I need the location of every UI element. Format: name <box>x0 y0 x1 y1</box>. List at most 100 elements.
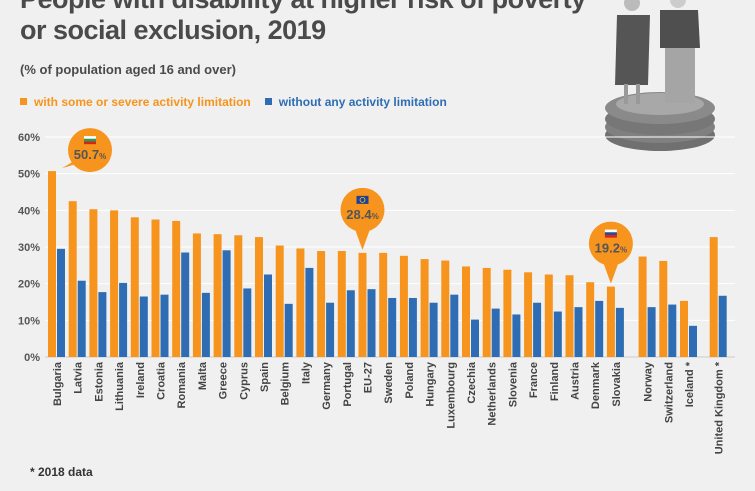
bar-blue <box>408 297 417 357</box>
bar-blue <box>326 302 335 357</box>
x-axis-label: United Kingdom * <box>714 361 726 454</box>
x-axis-label: Malta <box>197 361 209 390</box>
bar-blue <box>77 280 86 357</box>
bar-blue <box>284 303 293 357</box>
bar-blue <box>201 292 210 357</box>
bar-blue <box>533 302 542 357</box>
bar-blue <box>647 307 656 357</box>
y-tick-label: 10% <box>18 315 40 327</box>
bar-blue <box>553 311 562 357</box>
legend-item-with-limitation: with some or severe activity limitation <box>20 95 251 109</box>
bar-blue <box>450 294 459 357</box>
x-axis-label: EU-27 <box>363 362 375 393</box>
bar-orange <box>255 237 263 357</box>
bar-blue <box>139 296 148 357</box>
x-axis-label: Lithuania <box>114 361 126 411</box>
bar-blue <box>471 319 479 357</box>
x-axis-labels: Bulgaria Latvia Estonia Lithuania Ireland Cro… <box>52 361 726 454</box>
flag-stripe <box>84 141 96 145</box>
flag-stripe <box>604 235 617 238</box>
bulgaria-flag <box>84 136 96 145</box>
bar-blue <box>98 292 107 357</box>
x-axis-label: Bulgaria <box>52 361 64 406</box>
bar-orange <box>192 233 201 357</box>
bar-blue <box>346 290 355 357</box>
callout-bubble <box>588 221 633 266</box>
bar-blue <box>574 307 583 357</box>
callout-eu: 28.4% <box>340 187 385 250</box>
flag-stripe <box>604 232 617 235</box>
bar-blue <box>160 294 169 357</box>
bar-orange <box>68 201 77 357</box>
y-tick-label: 0% <box>24 352 40 364</box>
callouts: 50.7% 28.4% 19.2% <box>62 128 633 284</box>
bar-orange <box>234 235 243 357</box>
x-axis-label: Sweden <box>383 362 395 404</box>
bar-orange <box>379 252 388 357</box>
x-axis-label: Czechia <box>466 361 478 403</box>
flag-stars <box>359 196 366 203</box>
bar-orange <box>462 266 470 357</box>
bar-blue <box>367 289 376 357</box>
x-axis-label: Cyprus <box>238 362 250 400</box>
bar-blue <box>264 274 272 357</box>
y-tick-label: 60% <box>18 132 40 144</box>
bar-orange <box>586 282 595 357</box>
x-axis-label: Switzerland <box>663 362 675 423</box>
callout-pointer <box>62 154 86 169</box>
bar-blue <box>57 248 65 357</box>
bar-orange <box>337 251 346 357</box>
flag-field <box>356 195 369 204</box>
bar-blue <box>512 314 521 357</box>
bar-blue <box>305 267 314 357</box>
bar-blue <box>595 300 604 357</box>
bar-blue <box>388 297 397 357</box>
y-tick-label: 20% <box>18 279 40 291</box>
callout-slovakia: 19.2% <box>588 221 633 284</box>
bar-blue <box>222 250 231 357</box>
bar-orange <box>275 245 284 357</box>
bar-blue <box>429 302 438 357</box>
bar-orange <box>638 256 647 357</box>
x-axis-label: Belgium <box>280 362 292 406</box>
callout-value: 50.7% <box>74 147 106 162</box>
bar-orange <box>358 252 367 357</box>
bar-orange <box>680 300 688 357</box>
chart-title: People with disability at higher risk of… <box>20 0 586 46</box>
x-axis-label: Austria <box>570 361 582 400</box>
flag-stripe <box>84 136 96 139</box>
x-axis-label: Poland <box>404 362 416 399</box>
x-axis-label: Denmark <box>590 361 602 409</box>
bar-orange <box>48 171 56 357</box>
callout-value: 19.2% <box>595 241 627 256</box>
x-axis-label: Luxembourg <box>445 362 457 429</box>
bar-orange <box>544 274 553 357</box>
callout-value: 28.4% <box>346 207 378 222</box>
bars <box>48 171 727 357</box>
bar-orange <box>399 255 408 357</box>
legend-item-without-limitation: without any activity limitation <box>264 95 447 109</box>
chart-subtitle: (% of population aged 16 and over) <box>20 62 236 77</box>
x-axis-label: Iceland * <box>684 361 696 407</box>
x-axis-label: Italy <box>300 361 312 384</box>
x-axis-label: Finland <box>549 362 561 401</box>
y-tick-label: 30% <box>18 242 40 254</box>
title-line-1: People with disability at higher risk of… <box>20 0 586 15</box>
callout-bubble <box>340 187 385 232</box>
x-axis-label: Norway <box>643 361 655 402</box>
bar-blue <box>181 252 190 357</box>
bar-orange <box>213 234 222 357</box>
bar-orange <box>420 259 429 357</box>
bar-orange <box>151 219 160 357</box>
legend: with some or severe activity limitation … <box>20 95 447 109</box>
bar-blue <box>689 325 697 357</box>
bar-orange <box>89 209 98 357</box>
flag-stripe <box>84 138 96 142</box>
legend-label: with some or severe activity limitation <box>34 95 251 109</box>
eu-flag <box>356 195 369 204</box>
bar-blue <box>491 308 500 357</box>
flag-stripe <box>604 229 617 233</box>
legend-swatch-blue <box>264 98 272 105</box>
